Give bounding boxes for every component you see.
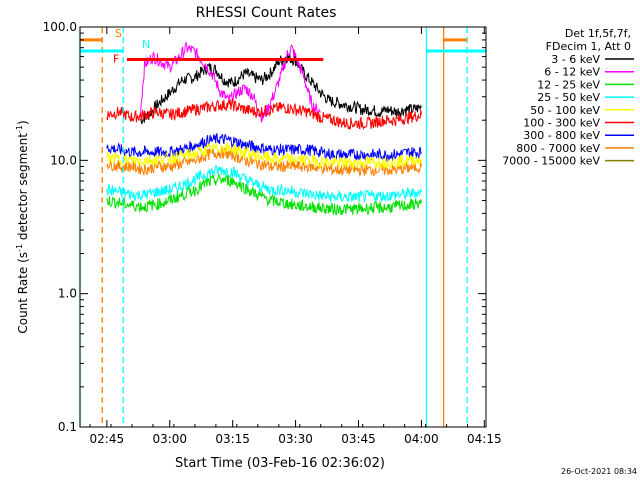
legend-label-7: 800 - 7000 keV xyxy=(516,142,600,155)
y-axis-label-main: Count Rate (s xyxy=(16,252,30,334)
timestamp: 26-Oct-2021 08:34 xyxy=(561,467,637,476)
legend-header-line2: FDecim 1, Att 0 xyxy=(546,40,631,53)
legend-header-line1: Det 1f,5f,7f, xyxy=(565,27,631,40)
series-line-5 xyxy=(106,164,422,203)
x-axis-label: Start Time (03-Feb-16 02:36:02) xyxy=(175,456,385,471)
x-tick-label-1: 03:00 xyxy=(152,432,187,446)
y-tick-label-2: 10.0 xyxy=(50,153,77,167)
legend-label-1: 6 - 12 keV xyxy=(544,66,600,79)
y-axis-label: Count Rate (s-1 detector segment-1) xyxy=(15,120,30,333)
legend: Det 1f,5f,7f, FDecim 1, Att 0 3 - 6 keV6… xyxy=(502,27,634,168)
y-ticks: 0.1 1.0 10.0 100.0 xyxy=(43,20,486,434)
legend-label-0: 3 - 6 keV xyxy=(551,53,600,66)
legend-label-6: 300 - 800 keV xyxy=(523,129,600,142)
series-line-6 xyxy=(106,172,422,216)
legend-label-3: 25 - 50 keV xyxy=(537,91,600,104)
y-tick-label-1: 1.0 xyxy=(58,287,77,301)
y-axis-label-mid: detector segment xyxy=(16,133,30,244)
vertical-lines-layer xyxy=(79,27,468,427)
x-tick-label-3: 03:30 xyxy=(278,432,313,446)
x-tick-label-5: 04:00 xyxy=(404,432,439,446)
chart-title: RHESSI Count Rates xyxy=(196,5,337,21)
series-line-4 xyxy=(106,145,422,177)
x-ticks: 02:45 03:00 03:15 03:30 03:45 04:00 04:15 xyxy=(90,27,502,446)
x-tick-label-4: 03:45 xyxy=(341,432,376,446)
flag-label-s: S xyxy=(115,27,122,40)
legend-label-8: 7000 - 15000 keV xyxy=(502,155,600,168)
y-axis-label-sup1: -1 xyxy=(15,244,24,252)
series-line-1 xyxy=(139,40,321,123)
plot-frame xyxy=(79,26,487,428)
series-line-0 xyxy=(139,52,422,125)
legend-label-4: 50 - 100 keV xyxy=(530,104,600,117)
flag-label-f: F xyxy=(113,53,119,66)
x-tick-label-2: 03:15 xyxy=(215,432,250,446)
series-layer xyxy=(106,40,422,216)
y-axis-label-sup2: -1 xyxy=(15,125,24,133)
x-tick-label-0: 02:45 xyxy=(90,432,125,446)
y-tick-label-0: 0.1 xyxy=(58,420,77,434)
series-line-7 xyxy=(106,142,422,170)
legend-label-5: 100 - 300 keV xyxy=(523,117,600,130)
flag-label-n: N xyxy=(142,38,150,51)
y-axis-label-end: ) xyxy=(16,120,30,125)
x-tick-label-6: 04:15 xyxy=(467,432,502,446)
series-line-2 xyxy=(106,97,422,130)
y-tick-label-3: 100.0 xyxy=(43,20,77,34)
legend-label-2: 12 - 25 keV xyxy=(537,78,600,91)
series-line-3 xyxy=(106,132,422,163)
flag-bars-layer: S N F xyxy=(80,27,486,66)
